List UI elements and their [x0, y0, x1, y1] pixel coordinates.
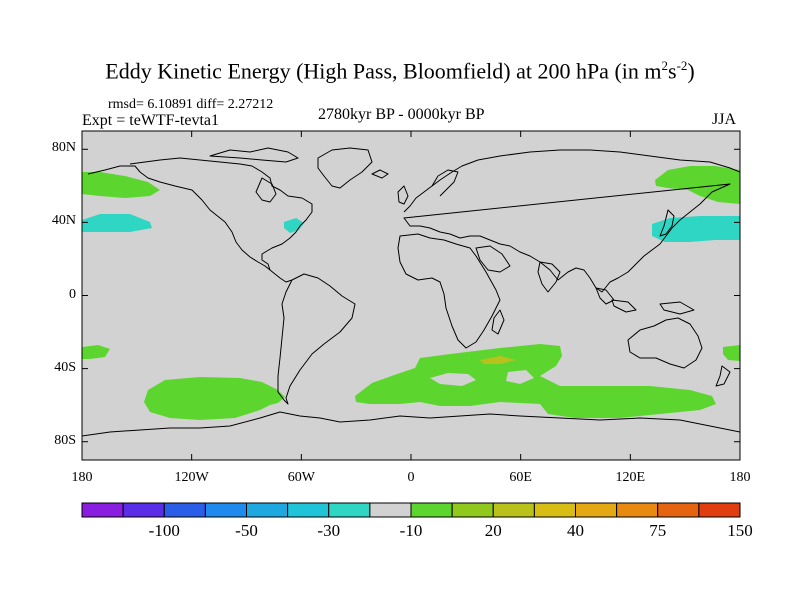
- coastline-india: [537, 261, 561, 293]
- lat-tick-label: 40N: [51, 213, 76, 229]
- coastline-japan: [659, 209, 675, 237]
- coastline-eurasia: [403, 149, 740, 293]
- coastline-iceland: [371, 169, 389, 179]
- anomaly-gap-2: [506, 370, 534, 384]
- colorbar-label: 40: [567, 521, 584, 540]
- lon-tick-label: 120E: [615, 470, 646, 485]
- season-label: JJA: [712, 111, 737, 128]
- lon-tick-label: 0: [407, 470, 415, 485]
- anomaly-region-southern-ocean-pacific: [144, 377, 285, 420]
- anomaly-region-south-pacific-east: [723, 345, 740, 361]
- colorbar-swatch: [287, 502, 330, 518]
- colorbar-swatch: [122, 502, 165, 518]
- lon-tick-label: 60W: [287, 470, 315, 485]
- colorbar: [81, 502, 741, 518]
- anomaly-gap-1: [430, 373, 476, 386]
- anomaly-region-north-pacific-west: [82, 172, 160, 198]
- colorbar-label: -30: [317, 521, 341, 540]
- coastline-north-america: [87, 157, 313, 271]
- colorbar-swatch: [616, 502, 659, 518]
- lat-tick-label: 80S: [54, 432, 76, 448]
- colorbar-label: 75: [649, 521, 667, 540]
- coastline-southeast-asia: [595, 287, 637, 313]
- colorbar-swatch: [204, 502, 247, 518]
- colorbar-swatch: [533, 502, 576, 518]
- colorbar-swatch: [163, 502, 206, 518]
- lat-tick-label: 0: [69, 286, 76, 302]
- coastlines: [82, 147, 740, 437]
- experiment-label: Expt = teWTF-tevta1: [82, 112, 219, 129]
- coastline-central-america: [269, 269, 293, 283]
- colorbar-swatch: [657, 502, 700, 518]
- colorbar-swatch: [369, 502, 412, 518]
- stats-text: rmsd= 6.10891 diff= 2.27212: [108, 97, 274, 112]
- coastline-madagascar: [491, 309, 505, 335]
- anomaly-region-north-pacific-east: [655, 166, 740, 204]
- coastline-arabia: [475, 245, 511, 273]
- colorbar-label: 150: [727, 521, 753, 540]
- anomaly-region-strong: [480, 356, 516, 364]
- colorbar-label: 20: [484, 521, 502, 540]
- colorbar-swatch: [81, 502, 124, 518]
- coastline-new-zealand: [715, 365, 731, 387]
- colorbar-swatch: [698, 502, 741, 518]
- anomaly-region-negative-japan: [652, 216, 740, 242]
- axis-ticks: [81, 131, 741, 460]
- colorbar-swatch: [246, 502, 289, 518]
- figure-title: Eddy Kinetic Energy (High Pass, Bloomfie…: [105, 58, 695, 84]
- anomaly-region-negative-north-pacific: [82, 214, 152, 232]
- coastline-hudson-bay: [255, 177, 277, 203]
- coastline-canadian-arctic: [209, 147, 299, 163]
- colorbar-swatch: [492, 502, 535, 518]
- anomaly-fields: [82, 166, 740, 420]
- colorbar-label: -100: [148, 521, 180, 540]
- coastline-scandinavia: [431, 169, 459, 197]
- lon-tick-label: 180: [71, 470, 93, 485]
- coastline-antarctica: [82, 411, 740, 437]
- coastline-australia: [627, 317, 703, 369]
- lon-tick-label: 180: [729, 470, 751, 485]
- lon-tick-label: 60E: [509, 470, 532, 485]
- coastline-uk: [397, 185, 409, 205]
- colorbar-swatch: [410, 502, 453, 518]
- period-label: 2780kyr BP - 0000kyr BP: [318, 106, 485, 123]
- colorbar-swatch: [328, 502, 371, 518]
- lat-tick-label: 80N: [51, 140, 76, 156]
- anomaly-region-negative-north-atlantic: [284, 218, 304, 233]
- colorbar-label: -50: [235, 521, 258, 540]
- anomaly-region-south-pacific-west: [82, 345, 110, 359]
- colorbar-swatch: [451, 502, 494, 518]
- anomaly-region-southern-ocean-atlantic-indian: [355, 344, 716, 418]
- colorbar-swatch: [575, 502, 618, 518]
- coastline-new-guinea: [659, 301, 695, 315]
- coastline-africa: [397, 233, 501, 349]
- lon-tick-label: 120W: [174, 470, 209, 485]
- lat-tick-label: 40S: [54, 359, 76, 375]
- coastline-greenland: [317, 147, 373, 189]
- coastline-south-america: [277, 273, 356, 405]
- colorbar-label: -10: [399, 521, 423, 540]
